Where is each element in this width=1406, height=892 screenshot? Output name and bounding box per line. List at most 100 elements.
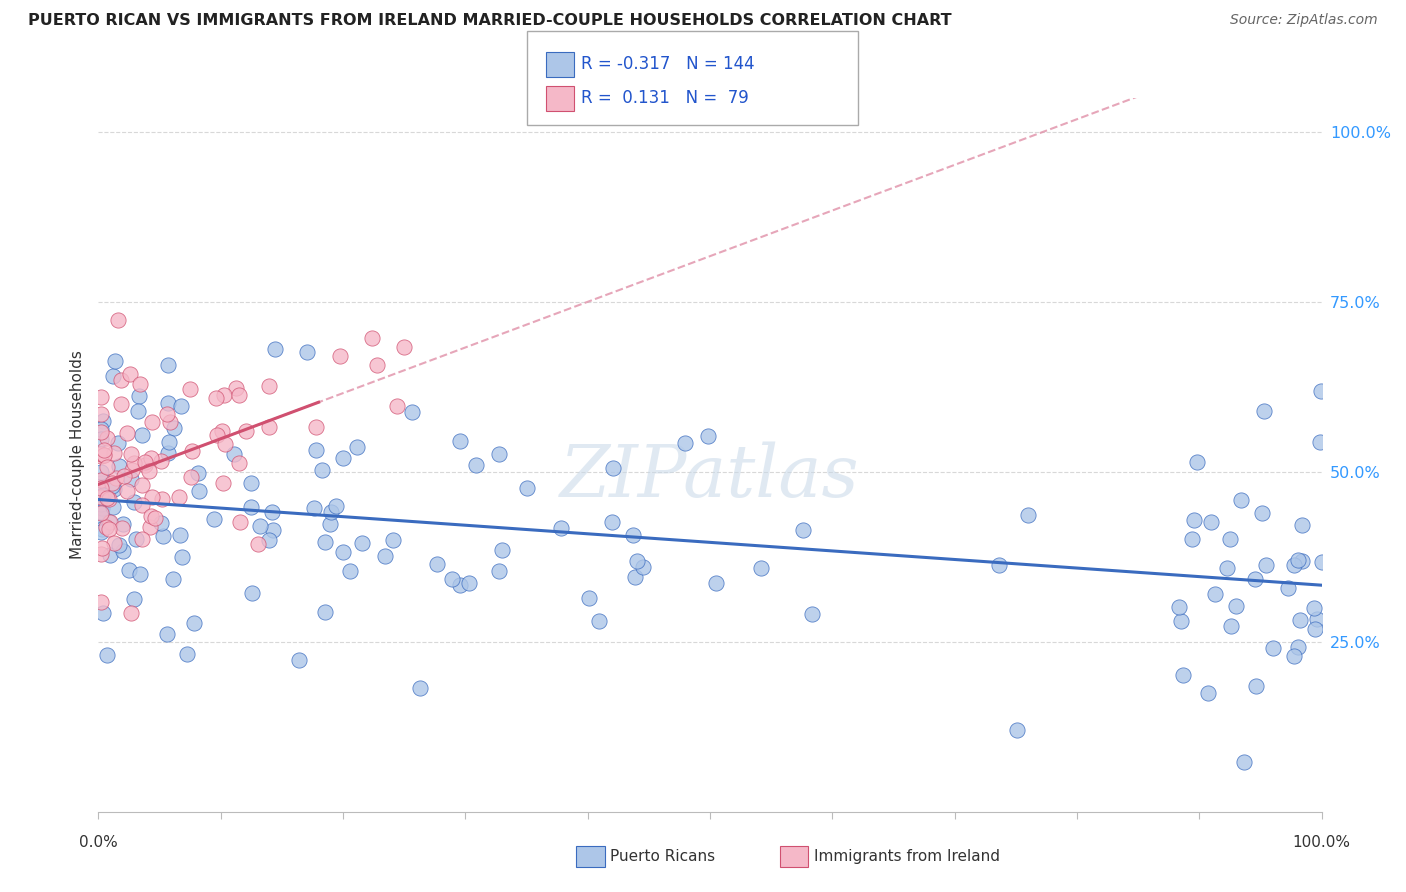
Point [157, 446, 180, 460]
Point [101, 479, 124, 493]
Point [159, 416, 181, 430]
Point [90, 432, 112, 446]
Text: Immigrants from Ireland: Immigrants from Ireland [814, 849, 1000, 863]
Point [225, 381, 247, 395]
Point [97, 515, 120, 529]
Point [138, 464, 160, 478]
Point [90, 447, 112, 461]
Point [305, 442, 328, 457]
Text: Source: ZipAtlas.com: Source: ZipAtlas.com [1230, 13, 1378, 28]
Point [239, 475, 262, 490]
Point [1199, 515, 1222, 529]
Point [1253, 404, 1275, 418]
Point [1302, 600, 1324, 615]
Point [464, 458, 486, 472]
Point [90, 465, 112, 479]
Point [1182, 513, 1205, 527]
Point [90, 422, 112, 436]
Point [90, 425, 112, 440]
Point [111, 521, 134, 535]
Point [374, 549, 396, 564]
Point [96, 648, 118, 662]
Point [205, 428, 228, 442]
Point [602, 460, 624, 475]
Point [104, 353, 127, 368]
Point [122, 592, 145, 607]
Point [127, 404, 149, 418]
Point [180, 470, 202, 484]
Point [314, 535, 336, 549]
Point [94, 520, 117, 534]
Point [247, 537, 270, 551]
Point [350, 536, 373, 550]
Point [91, 606, 114, 620]
Point [288, 653, 311, 667]
Point [93, 449, 115, 463]
Point [228, 456, 250, 470]
Point [143, 510, 166, 524]
Point [1310, 384, 1333, 399]
Point [122, 456, 145, 470]
Text: PUERTO RICAN VS IMMIGRANTS FROM IRELAND MARRIED-COUPLE HOUSEHOLDS CORRELATION CH: PUERTO RICAN VS IMMIGRANTS FROM IRELAND … [28, 13, 952, 29]
Point [1185, 455, 1208, 469]
Point [163, 421, 186, 435]
Point [346, 441, 368, 455]
Point [96, 460, 118, 475]
Point [1254, 558, 1277, 573]
Text: ZIPatlas: ZIPatlas [560, 441, 860, 512]
Point [188, 483, 211, 498]
Point [249, 519, 271, 533]
Point [1244, 573, 1267, 587]
Point [108, 538, 131, 552]
Point [235, 425, 257, 439]
Point [987, 558, 1010, 572]
Point [578, 591, 600, 605]
Point [1291, 518, 1313, 533]
Point [1005, 723, 1028, 738]
Point [90, 506, 112, 520]
Point [262, 505, 284, 519]
Point [170, 550, 193, 565]
Point [90, 490, 112, 504]
Point [1282, 558, 1305, 572]
Point [588, 615, 610, 629]
Point [90, 407, 112, 421]
Point [1233, 755, 1256, 769]
Point [1303, 623, 1326, 637]
Point [626, 554, 648, 568]
Point [550, 521, 572, 535]
Y-axis label: Married-couple Households: Married-couple Households [69, 351, 84, 559]
Point [361, 331, 384, 345]
Point [162, 572, 184, 586]
Point [91, 488, 114, 502]
Text: R = -0.317   N = 144: R = -0.317 N = 144 [581, 55, 754, 73]
Point [801, 607, 824, 621]
Point [93, 442, 115, 457]
Text: Puerto Ricans: Puerto Ricans [610, 849, 716, 863]
Point [1219, 532, 1241, 546]
Text: R =  0.131   N =  79: R = 0.131 N = 79 [581, 89, 748, 107]
Point [90, 475, 112, 490]
Point [1219, 619, 1241, 633]
Point [229, 515, 252, 529]
Point [257, 420, 280, 434]
Point [1180, 532, 1202, 546]
Point [263, 343, 285, 357]
Point [1170, 614, 1192, 628]
Point [90, 391, 112, 405]
Point [93, 448, 115, 462]
Point [488, 564, 510, 578]
Point [96, 431, 118, 445]
Point [449, 434, 471, 449]
Point [107, 313, 129, 327]
Point [179, 382, 201, 396]
Point [98, 515, 121, 529]
Point [101, 368, 124, 383]
Text: 0.0%: 0.0% [79, 836, 118, 850]
Point [1251, 506, 1274, 520]
Point [103, 446, 125, 460]
Point [139, 508, 162, 523]
Point [90, 505, 112, 519]
Point [696, 429, 718, 443]
Point [205, 391, 228, 405]
